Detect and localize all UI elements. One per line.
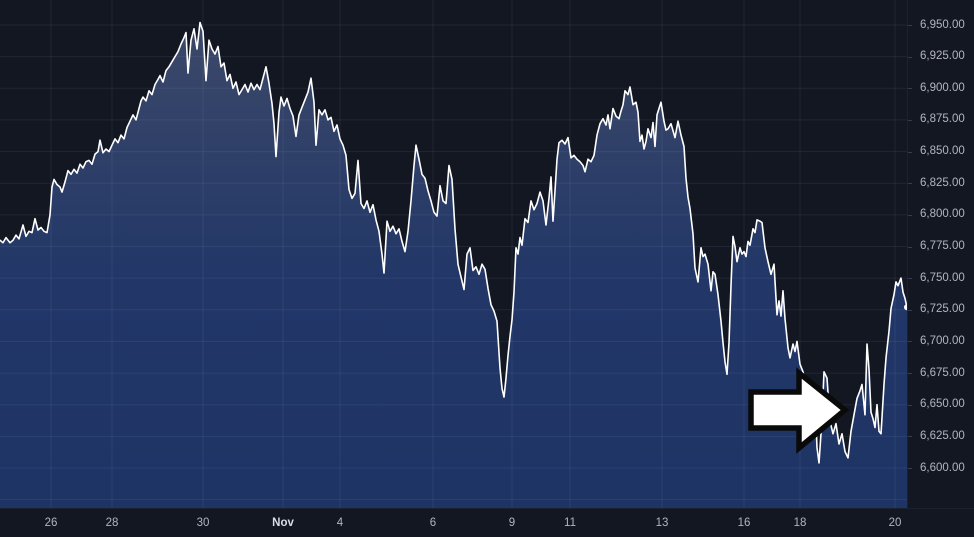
price-axis-label: 6,750.00: [920, 271, 965, 284]
time-axis-label: 28: [105, 517, 119, 529]
price-axis-label: 6,950.00: [920, 18, 965, 31]
price-axis-tick: [908, 246, 912, 248]
price-axis-label: 6,825.00: [920, 176, 965, 189]
price-axis-label: 6,850.00: [920, 145, 965, 158]
price-axis-tick: [908, 151, 912, 153]
price-axis-label: 6,700.00: [920, 334, 965, 347]
price-axis-label: 6,725.00: [920, 303, 965, 316]
price-axis-tick: [908, 119, 912, 121]
time-axis-label-month: Nov: [272, 517, 294, 529]
time-axis-label: 16: [737, 517, 751, 529]
price-axis-tick: [908, 56, 912, 58]
time-axis-label: 18: [793, 517, 807, 529]
price-axis-tick: [908, 278, 912, 280]
price-axis-tick: [908, 404, 912, 406]
grid-lines: [0, 0, 908, 509]
price-axis-label: 6,775.00: [920, 240, 965, 252]
price-axis-tick: [908, 309, 912, 311]
price-axis[interactable]: 6,950.00 6,925.00 6,900.00 6,875.00 6,850.00…: [907, 0, 974, 509]
price-axis-tick: [908, 183, 912, 185]
price-axis-tick: [908, 341, 912, 343]
time-axis-label: 20: [888, 517, 902, 529]
time-axis-label: 6: [429, 517, 437, 529]
price-axis-tick: [908, 373, 912, 375]
price-axis-tick: [908, 25, 912, 26]
price-axis-label: 6,875.00: [920, 113, 965, 126]
price-axis-tick: [908, 468, 912, 469]
price-line: [0, 21, 908, 464]
time-axis-label: 30: [196, 517, 210, 529]
time-axis-label: 4: [336, 517, 344, 529]
price-axis-label: 6,625.00: [920, 429, 965, 442]
price-axis-tick: [908, 436, 912, 438]
price-axis-tick: [908, 88, 912, 90]
price-area-fill: [0, 22, 908, 509]
price-axis-label: 6,675.00: [920, 366, 965, 379]
time-axis[interactable]: 26 28 30 Nov 4 6 9 11 13 16 18 20: [0, 508, 974, 537]
price-axis-tick: [908, 214, 912, 216]
time-axis-label: 26: [44, 517, 58, 529]
price-axis-label: 6,600.00: [920, 461, 965, 474]
time-axis-label: 9: [508, 517, 516, 529]
time-axis-label: 13: [655, 517, 669, 529]
price-axis-label: 6,900.00: [920, 81, 965, 94]
price-axis-label: 6,925.00: [920, 50, 965, 63]
arrow-annotation[interactable]: [748, 367, 850, 454]
price-axis-label: 6,650.00: [920, 398, 965, 411]
time-axis-label: 11: [564, 517, 576, 529]
price-axis-label: 6,800.00: [920, 208, 965, 221]
